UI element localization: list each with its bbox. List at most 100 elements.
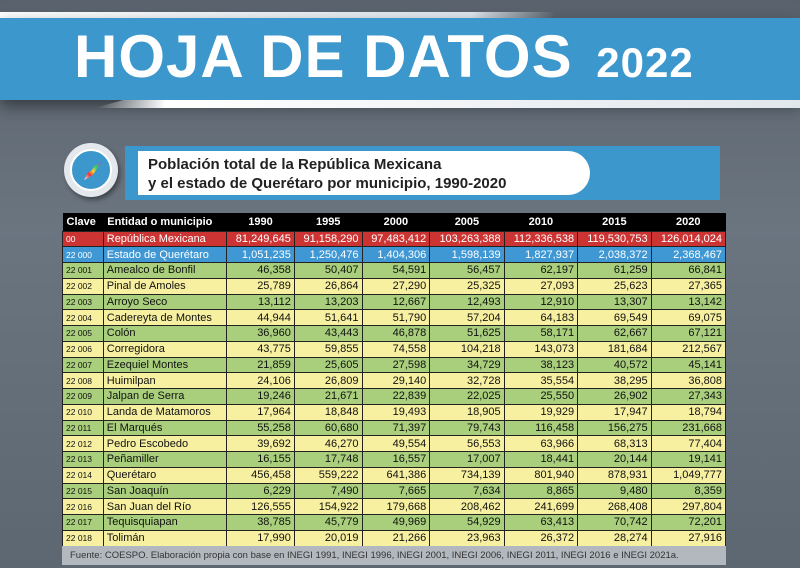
population-cell: 54,929 <box>429 514 505 531</box>
table-title-line2: y el estado de Querétaro por municipio, … <box>148 175 507 192</box>
table-row: 22 003 Arroyo Seco 13,112 13,203 12,667 12,49… <box>62 293 727 311</box>
population-cell: 21,266 <box>361 529 431 547</box>
clave-cell: 22 011 <box>62 419 104 437</box>
population-cell: 143,073 <box>503 340 579 358</box>
entity-cell: Pinal de Amoles <box>102 277 228 295</box>
population-cell: 19,246 <box>226 388 295 405</box>
entity-cell: Tequisquiapan <box>102 514 228 531</box>
population-cell: 49,554 <box>361 435 431 452</box>
population-cell: 154,922 <box>293 498 363 515</box>
population-cell: 734,139 <box>429 466 505 484</box>
population-cell: 43,443 <box>293 325 363 342</box>
population-cell: 45,779 <box>293 514 363 531</box>
clave-cell: 22 001 <box>62 262 104 279</box>
population-cell: 58,171 <box>503 325 579 342</box>
population-cell: 32,728 <box>429 372 505 389</box>
population-cell: 19,141 <box>650 451 727 468</box>
population-cell: 63,966 <box>503 435 579 452</box>
population-cell: 13,307 <box>577 293 652 311</box>
population-cell: 38,785 <box>226 514 295 531</box>
population-cell: 79,743 <box>429 419 505 437</box>
population-cell: 57,204 <box>429 309 505 326</box>
entity-cell: Huimilpan <box>102 372 228 389</box>
population-cell: 38,295 <box>577 372 652 389</box>
table-row: 22 017 Tequisquiapan 38,785 45,779 49,969 54,… <box>62 514 727 531</box>
population-cell: 6,229 <box>226 482 295 500</box>
population-cell: 21,859 <box>226 356 295 374</box>
population-cell: 13,203 <box>293 293 363 311</box>
entity-cell: Pedro Escobedo <box>102 435 228 452</box>
population-cell: 74,558 <box>361 340 431 358</box>
column-header: Clave <box>62 213 104 231</box>
table-row: 22 007 Ezequiel Montes 21,859 25,605 27,598 3… <box>62 356 727 374</box>
column-header: 1995 <box>294 213 363 231</box>
population-cell: 1,598,139 <box>429 246 505 263</box>
clave-cell: 22 017 <box>62 514 104 531</box>
population-cell: 297,804 <box>650 498 727 515</box>
population-cell: 51,625 <box>429 325 505 342</box>
table-row: 22 002 Pinal de Amoles 25,789 26,864 27,290 2… <box>62 277 727 295</box>
population-cell: 97,483,412 <box>361 230 431 248</box>
entity-cell: Peñamiller <box>102 451 228 468</box>
column-header: 2005 <box>429 213 505 231</box>
population-cell: 45,141 <box>650 356 727 374</box>
population-cell: 46,270 <box>293 435 363 452</box>
population-cell: 69,549 <box>577 309 652 326</box>
population-cell: 26,864 <box>293 277 363 295</box>
table-row: 22 005 Colón 36,960 43,443 46,878 51,625 58,17… <box>62 325 727 342</box>
population-cell: 878,931 <box>577 466 652 484</box>
table-row: 22 006 Corregidora 43,775 59,855 74,558 104,2… <box>62 340 727 358</box>
decorative-stripe <box>95 100 800 108</box>
population-cell: 18,848 <box>293 403 363 421</box>
clave-cell: 22 008 <box>62 372 104 389</box>
title-year: 2022 <box>596 39 694 86</box>
population-cell: 456,458 <box>226 466 295 484</box>
population-cell: 38,123 <box>503 356 579 374</box>
population-cell: 27,093 <box>503 277 579 295</box>
population-cell: 9,480 <box>577 482 652 500</box>
entity-cell: El Marqués <box>102 419 228 437</box>
population-cell: 22,025 <box>429 388 505 405</box>
population-cell: 20,019 <box>293 529 363 547</box>
population-cell: 25,325 <box>429 277 505 295</box>
table-row: 00 República Mexicana 81,249,645 91,158,290… <box>62 230 727 248</box>
population-cell: 20,144 <box>577 451 652 468</box>
population-cell: 12,493 <box>429 293 505 311</box>
population-cell: 116,458 <box>503 419 579 437</box>
population-cell: 81,249,645 <box>226 230 295 248</box>
table-title: Población total de la República Mexicana… <box>138 151 590 195</box>
population-cell: 71,397 <box>361 419 431 437</box>
column-header: Entidad o municipio <box>103 213 227 231</box>
population-cell: 27,343 <box>650 388 727 405</box>
population-cell: 156,275 <box>577 419 652 437</box>
population-cell: 208,462 <box>429 498 505 515</box>
clave-cell: 22 015 <box>62 482 104 500</box>
population-cell: 17,990 <box>226 529 295 547</box>
entity-cell: Estado de Querétaro <box>102 246 228 263</box>
population-cell: 21,671 <box>293 388 363 405</box>
population-cell: 51,641 <box>293 309 363 326</box>
population-cell: 43,775 <box>226 340 295 358</box>
population-cell: 126,555 <box>226 498 295 515</box>
population-cell: 19,929 <box>503 403 579 421</box>
table-row: 22 018 Tolimán 17,990 20,019 21,266 23,963 26,… <box>62 529 727 547</box>
table-row: 22 009 Jalpan de Serra 19,246 21,671 22,839 2… <box>62 388 727 405</box>
entity-cell: San Joaquín <box>102 482 228 500</box>
table-row: 22 013 Peñamiller 16,155 17,748 16,557 17,007… <box>62 451 727 468</box>
table-row: 22 012 Pedro Escobedo 39,692 46,270 49,554 56… <box>62 435 727 452</box>
clave-cell: 22 004 <box>62 309 104 326</box>
population-cell: 40,572 <box>577 356 652 374</box>
entity-cell: Jalpan de Serra <box>102 388 228 405</box>
population-cell: 66,841 <box>650 262 727 279</box>
population-table: Clave Entidad o municipio 1990 1995 2000 2005… <box>62 213 727 547</box>
entity-cell: San Juan del Río <box>102 498 228 515</box>
population-cell: 2,368,467 <box>650 246 727 263</box>
population-cell: 7,665 <box>361 482 431 500</box>
population-cell: 69,075 <box>650 309 727 326</box>
table-row: 22 014 Querétaro 456,458 559,222 641,386 734,… <box>62 466 727 484</box>
population-cell: 22,839 <box>361 388 431 405</box>
population-cell: 801,940 <box>503 466 579 484</box>
population-cell: 28,274 <box>577 529 652 547</box>
population-cell: 26,902 <box>577 388 652 405</box>
population-cell: 54,591 <box>361 262 431 279</box>
